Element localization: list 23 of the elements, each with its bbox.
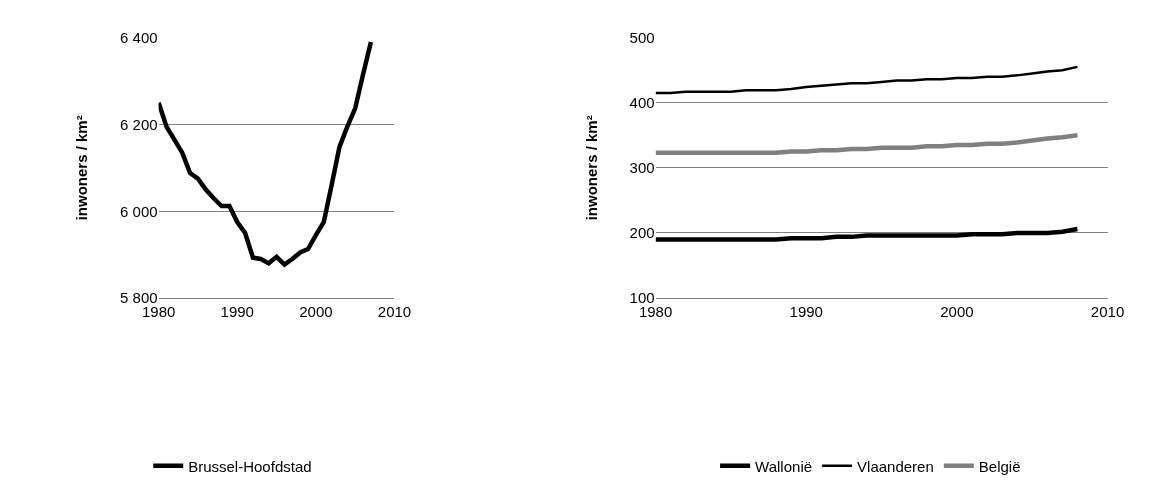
y-axis-title: inwoners / km²	[73, 115, 91, 221]
y-tick-label: 300	[629, 159, 655, 177]
line-series	[655, 226, 1080, 242]
x-tick-label: 2010	[1090, 303, 1125, 321]
y-tick-label: 200	[629, 224, 655, 242]
line-series	[655, 133, 1080, 156]
x-tick-label: 2000	[940, 303, 974, 321]
y-tick-label: 6 000	[120, 202, 158, 220]
legend-label: België	[978, 457, 1021, 475]
legend-label: Vlaanderen	[857, 457, 934, 475]
legend-label: Brussel-Hoofdstad	[188, 457, 312, 475]
x-tick-label: 1990	[789, 303, 823, 321]
legend-label: Wallonië	[755, 457, 813, 475]
line-series	[158, 39, 374, 267]
line-series	[655, 65, 1079, 95]
x-tick-label: 1990	[220, 303, 254, 321]
x-tick-label: 2010	[377, 303, 412, 321]
y-tick-label: 400	[629, 93, 655, 111]
y-tick-label: 500	[629, 28, 655, 46]
x-tick-label: 2000	[299, 303, 333, 321]
y-tick-label: 6 400	[120, 28, 158, 46]
y-tick-label: 6 200	[120, 115, 158, 133]
y-axis-title: inwoners / km²	[582, 115, 600, 221]
